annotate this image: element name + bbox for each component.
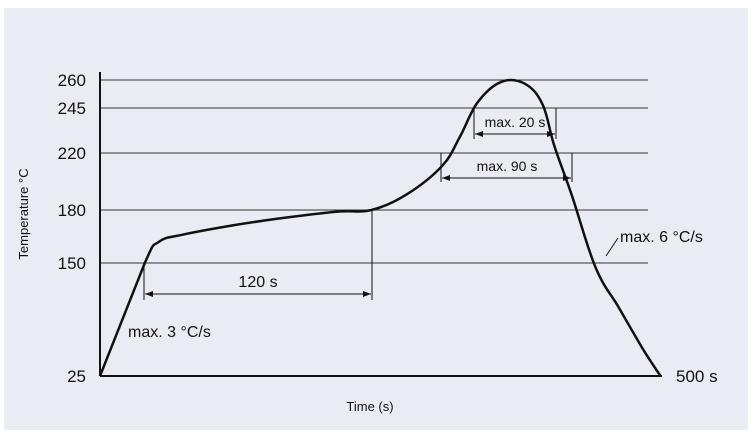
annotation-max-90s: max. 90 s — [477, 158, 538, 174]
y-axis-title: Temperature °C — [16, 168, 31, 259]
leader-6cs — [605, 237, 619, 257]
annotation-max-3cs: max. 3 °C/s — [128, 324, 211, 341]
annotation-max-20s: max. 20 s — [485, 114, 546, 130]
axes — [99, 72, 662, 377]
chart-panel — [4, 8, 748, 430]
y-tick-labels: 25 150 180 220 245 260 — [58, 71, 86, 386]
y-tick-260: 260 — [58, 71, 86, 90]
y-tick-220: 220 — [58, 144, 86, 163]
temperature-profile-line — [98, 78, 662, 377]
y-tick-25: 25 — [67, 367, 86, 386]
y-tick-150: 150 — [58, 254, 86, 273]
x-axis-title: Time (s) — [346, 399, 393, 414]
dimension-markers — [143, 108, 619, 300]
annotation-120s: 120 s — [238, 274, 277, 291]
annotation-max-6cs: max. 6 °C/s — [620, 229, 703, 246]
y-tick-245: 245 — [58, 99, 86, 118]
x-end-label: 500 s — [676, 367, 718, 386]
annotations: max. 3 °C/s 120 s max. 20 s max. 90 s ma… — [128, 114, 703, 341]
y-tick-180: 180 — [58, 201, 86, 220]
